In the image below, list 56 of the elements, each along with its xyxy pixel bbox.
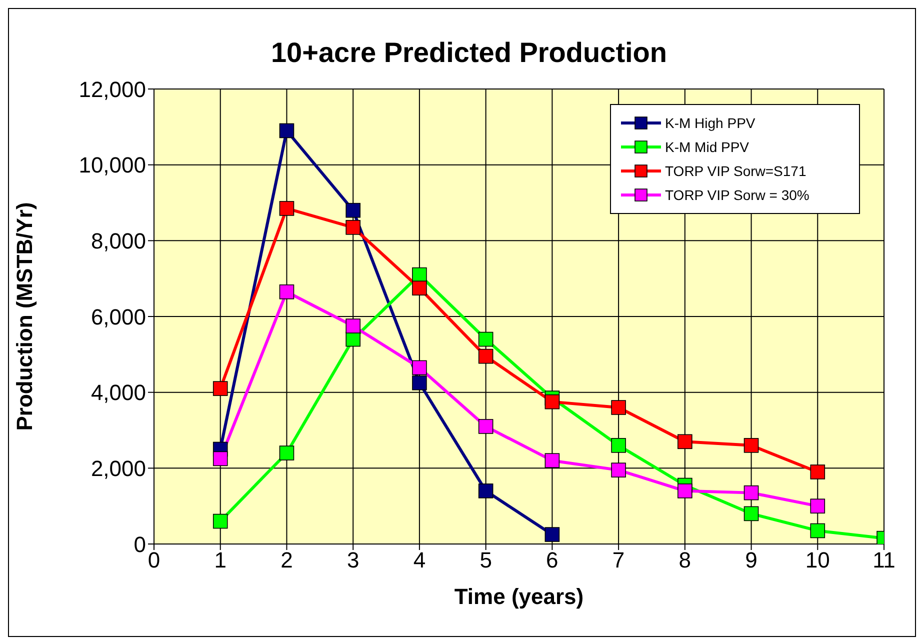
- y-tick-label: 10,000: [78, 152, 146, 178]
- point: [478, 419, 494, 434]
- point: [279, 123, 294, 138]
- y-tick-label: 0: [134, 532, 146, 557]
- point: [678, 434, 692, 450]
- x-tick-label: 10: [805, 548, 830, 573]
- y-axis-title: Production (MSTB/Yr): [12, 202, 37, 431]
- point: [810, 498, 826, 514]
- x-tick-label: 1: [214, 548, 226, 573]
- point: [611, 400, 626, 415]
- point: [279, 201, 294, 216]
- point: [810, 523, 826, 538]
- x-tick-label: 5: [480, 548, 492, 573]
- point: [611, 462, 626, 478]
- y-tick-label: 12,000: [78, 76, 146, 102]
- point: [346, 202, 360, 218]
- point: [744, 438, 759, 453]
- y-tick-label: 4,000: [90, 380, 146, 406]
- x-tick-label: 9: [745, 548, 758, 573]
- point: [544, 453, 560, 468]
- x-tick-label: 6: [546, 548, 558, 573]
- point: [279, 284, 294, 300]
- point: [810, 464, 826, 480]
- legend-label: TORP VIP Sorw = 30%: [665, 187, 810, 203]
- point: [544, 527, 560, 542]
- point: [478, 332, 494, 347]
- point: [412, 360, 427, 376]
- x-tick-label: 3: [346, 548, 360, 573]
- point: [279, 446, 294, 460]
- x-tick-label: 7: [612, 548, 625, 573]
- point: [212, 381, 228, 396]
- x-tick-label: 4: [413, 548, 426, 573]
- point: [544, 394, 560, 410]
- point: [478, 348, 494, 364]
- point: [744, 506, 759, 522]
- point: [611, 438, 626, 453]
- chart-title: 10+acre Predicted Production: [270, 37, 668, 69]
- y-tick-label: 8,000: [90, 228, 146, 254]
- x-tick-label: 2: [280, 548, 293, 573]
- point: [478, 484, 494, 498]
- point: [678, 484, 692, 498]
- point: [212, 514, 228, 529]
- point: [212, 451, 228, 466]
- x-axis-title: Time (years): [454, 584, 584, 609]
- x-tick-label: 11: [872, 548, 896, 573]
- legend-label: TORP VIP Sorw=S171: [665, 163, 806, 179]
- point: [346, 318, 360, 334]
- x-tick-label: 8: [678, 548, 692, 573]
- y-tick-label: 6,000: [90, 304, 146, 330]
- point: [412, 375, 427, 390]
- legend-label: K-M Mid PPV: [665, 139, 750, 155]
- point: [346, 220, 360, 235]
- y-tick-label: 2,000: [90, 456, 146, 481]
- point: [744, 485, 759, 500]
- point: [412, 280, 427, 296]
- legend-label: K-M High PPV: [665, 115, 756, 131]
